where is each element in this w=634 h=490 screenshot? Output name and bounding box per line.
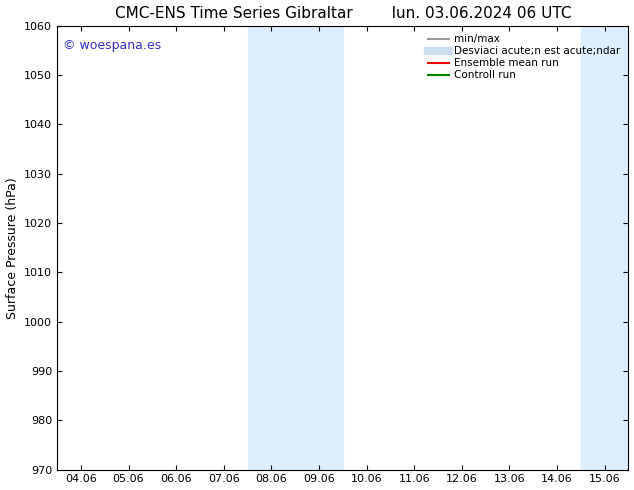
Y-axis label: Surface Pressure (hPa): Surface Pressure (hPa) xyxy=(6,177,18,318)
Legend: min/max, Desviaci acute;n est acute;ndar, Ensemble mean run, Controll run: min/max, Desviaci acute;n est acute;ndar… xyxy=(425,31,623,84)
Text: © woespana.es: © woespana.es xyxy=(63,39,161,52)
Bar xyxy=(581,26,628,469)
Bar xyxy=(247,26,343,469)
Title: CMC-ENS Time Series Gibraltar        lun. 03.06.2024 06 UTC: CMC-ENS Time Series Gibraltar lun. 03.06… xyxy=(115,5,571,21)
